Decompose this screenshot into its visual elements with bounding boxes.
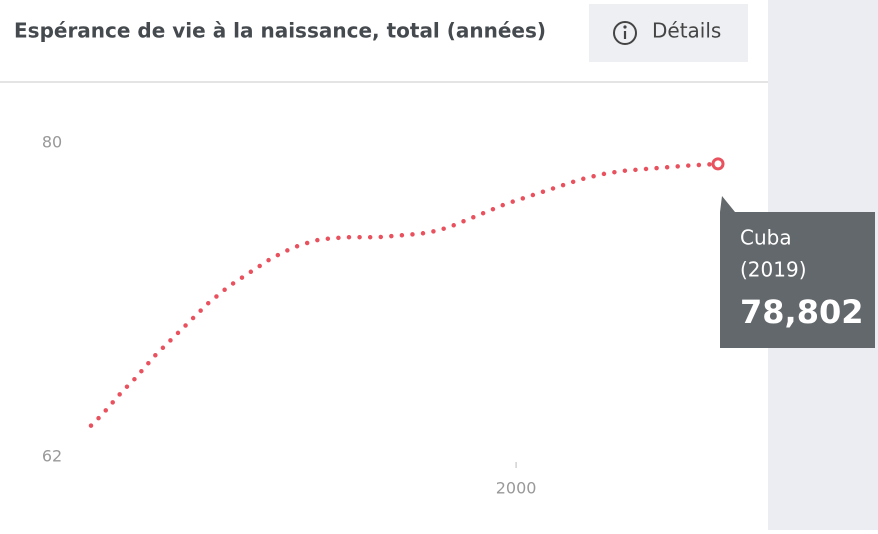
- y-tick-label: 80: [42, 133, 62, 152]
- x-tick-label: 2000: [496, 479, 537, 498]
- y-tick-label: 62: [42, 447, 62, 466]
- tooltip-box: [720, 196, 875, 348]
- info-icon-dot: [623, 25, 627, 29]
- button-label: Détails: [652, 19, 721, 43]
- details-button[interactable]: Détails: [589, 4, 748, 62]
- tooltip-series: Cuba: [740, 226, 792, 250]
- info-icon: [613, 21, 637, 45]
- series-line: [88, 161, 721, 428]
- tooltip-value: 78,802: [740, 293, 863, 331]
- button-background: [589, 4, 748, 62]
- highlight-point: [711, 157, 725, 171]
- tooltip-period: (2019): [740, 258, 807, 282]
- chart-title: Espérance de vie à la naissance, total (…: [14, 19, 546, 43]
